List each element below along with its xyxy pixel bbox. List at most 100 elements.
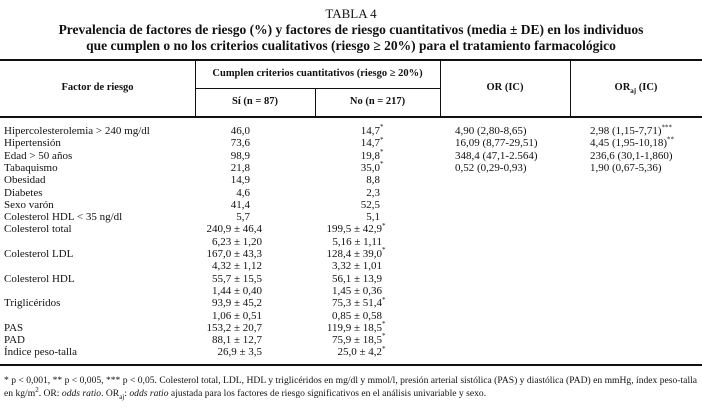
bottom-rule bbox=[0, 364, 702, 366]
cell-no: 128,4 ± 39,0* bbox=[326, 246, 386, 260]
footnote-text: . OR: bbox=[38, 388, 62, 399]
table-row: 4,32 ± 1,12 3,32 ± 1,01 bbox=[0, 260, 702, 272]
cell-no: 14,7* bbox=[360, 123, 384, 137]
cell-no: 14,7* bbox=[360, 135, 384, 150]
footnote-text: : bbox=[124, 388, 130, 399]
row-label: PAS bbox=[4, 321, 24, 334]
column-divider bbox=[315, 88, 316, 117]
header-oraj: ORaj (IC) bbox=[570, 82, 702, 95]
header-oraj-tail: (IC) bbox=[636, 82, 658, 93]
cell-si: 98,9 bbox=[230, 149, 250, 162]
row-label: Colesterol HDL < 35 ng/dl bbox=[4, 211, 123, 224]
row-label: Colesterol LDL bbox=[4, 248, 74, 260]
cell-oraj: 236,6 (30,1-1,860) bbox=[590, 149, 673, 162]
column-divider bbox=[570, 61, 571, 117]
table-row: PAD 88,1 ± 12,7 75,9 ± 18,5* bbox=[0, 332, 702, 347]
cell-no: 19,8* bbox=[360, 147, 384, 162]
cell-no: 0,85 ± 0,58 bbox=[331, 309, 382, 322]
footnote-italic: odds ratio bbox=[129, 388, 169, 399]
cell-or: 4,90 (2,80-8,65) bbox=[455, 125, 527, 137]
table-row: Colesterol HDL 55,7 ± 15,5 56,1 ± 13,9 bbox=[0, 273, 702, 285]
cell-no: 8,8 bbox=[366, 174, 380, 187]
header-group: Cumplen criterios cuantitativos (riesgo … bbox=[212, 68, 423, 79]
table-row: PAS 153,2 ± 20,7 119,9 ± 18,5* bbox=[0, 320, 702, 334]
cell-no: 3,32 ± 1,01 bbox=[331, 260, 382, 273]
table-row: 1,06 ± 0,51 0,85 ± 0,58 bbox=[0, 310, 702, 322]
cell-si: 73,6 bbox=[230, 137, 250, 150]
cell-or: 348,4 (47,1-2.564) bbox=[455, 149, 538, 162]
footnote-sup: 2 bbox=[35, 385, 39, 394]
cell-si: 55,7 ± 15,5 bbox=[211, 272, 262, 285]
footnote-text: ajustada para los factores de riesgo sig… bbox=[168, 388, 487, 399]
top-rule bbox=[0, 59, 702, 61]
cell-si: 1,06 ± 0,51 bbox=[211, 309, 262, 322]
cell-si: 5,7 bbox=[236, 211, 250, 224]
cell-no: 199,5 ± 42,9* bbox=[326, 221, 386, 236]
header-oraj-main: OR bbox=[614, 82, 631, 93]
cell-oraj: 2,98 (1,15-7,71)*** bbox=[590, 123, 672, 137]
footnote-sub: aj bbox=[119, 392, 125, 401]
cell-si: 1,44 ± 0,40 bbox=[211, 284, 262, 297]
cell-no: 5,1 bbox=[366, 211, 380, 224]
column-divider bbox=[195, 61, 196, 117]
cell-no: 1,45 ± 0,36 bbox=[331, 284, 382, 297]
header-bottom-rule bbox=[0, 116, 702, 118]
cell-or: 16,09 (8,77-29,51) bbox=[455, 137, 538, 150]
table-row: Diabetes 4,6 2,3 bbox=[0, 187, 702, 199]
row-label: Hipercolesterolemia > 240 mg/dl bbox=[4, 125, 150, 137]
cell-no: 75,9 ± 18,5* bbox=[331, 332, 386, 347]
table-row: Hipertensión 73,6 14,7* 16,09 (8,77-29,51) 4… bbox=[0, 135, 702, 150]
header-si: Sí (n = 87) bbox=[232, 96, 278, 107]
row-label: Sexo varón bbox=[4, 198, 54, 211]
cell-no: 75,3 ± 51,4* bbox=[331, 295, 386, 310]
cell-si: 240,9 ± 46,4 bbox=[206, 223, 262, 236]
row-label: Tabaquismo bbox=[4, 161, 58, 174]
cell-or: 0,52 (0,29-0,93) bbox=[455, 161, 527, 174]
table-row: Colesterol LDL 167,0 ± 43,3 128,4 ± 39,0* bbox=[0, 246, 702, 260]
row-label: Hipertensión bbox=[4, 137, 61, 150]
table-row: Colesterol HDL < 35 ng/dl 5,7 5,1 bbox=[0, 211, 702, 223]
table-row: Triglicéridos 93,9 ± 45,2 75,3 ± 51,4* bbox=[0, 295, 702, 310]
cell-no: 56,1 ± 13,9 bbox=[331, 272, 382, 285]
cell-si: 167,0 ± 43,3 bbox=[206, 248, 262, 260]
table-row: Colesterol total 240,9 ± 46,4 199,5 ± 42,9… bbox=[0, 221, 702, 236]
cell-si: 14,9 bbox=[230, 174, 250, 187]
table-row: Tabaquismo 21,8 35,0* 0,52 (0,29-0,93) 1,90 … bbox=[0, 160, 702, 174]
cell-no: 35,0* bbox=[360, 160, 384, 174]
row-label: Colesterol HDL bbox=[4, 272, 75, 285]
row-label: Obesidad bbox=[4, 174, 46, 187]
header-factor: Factor de riesgo bbox=[61, 82, 134, 93]
cell-no: 52,5 bbox=[360, 198, 380, 211]
table-title-line-1: Prevalencia de factores de riesgo (%) y … bbox=[58, 22, 644, 37]
cell-si: 88,1 ± 12,7 bbox=[211, 334, 262, 347]
row-label: Diabetes bbox=[4, 186, 43, 199]
cell-oraj: 4,45 (1,95-10,18)** bbox=[590, 135, 674, 150]
table-row: Índice peso-talla 26,9 ± 3,5 25,0 ± 4,2* bbox=[0, 344, 702, 359]
cell-si: 153,2 ± 20,7 bbox=[206, 321, 262, 334]
cell-no: 25,0 ± 4,2* bbox=[337, 344, 386, 359]
header-oraj-sub: aj bbox=[630, 87, 637, 96]
row-label: Edad > 50 años bbox=[4, 149, 73, 162]
table-title-line-2: que cumplen o no los criterios cualitati… bbox=[86, 38, 616, 53]
cell-si: 4,32 ± 1,12 bbox=[211, 260, 262, 273]
footnote: * p < 0,001, ** p < 0,005, *** p < 0,05.… bbox=[4, 374, 698, 404]
row-label: PAD bbox=[4, 334, 25, 347]
cell-si: 6,23 ± 1,20 bbox=[211, 235, 262, 248]
table-row: Hipercolesterolemia > 240 mg/dl 46,0 14,7*… bbox=[0, 123, 702, 137]
cell-no: 2,3 bbox=[366, 186, 380, 199]
cell-si: 46,0 bbox=[230, 125, 250, 137]
footnote-text: . OR bbox=[101, 388, 120, 399]
footnote-text: * p < 0,001, ** p < 0,005, *** p < 0,05.… bbox=[4, 375, 698, 399]
row-label: Índice peso-talla bbox=[4, 346, 77, 359]
row-label: Triglicéridos bbox=[4, 297, 61, 310]
group-header-rule bbox=[195, 88, 440, 89]
footnote-italic: odds ratio bbox=[61, 388, 102, 399]
table-row: 1,44 ± 0,40 1,45 ± 0,36 bbox=[0, 285, 702, 297]
cell-no: 119,9 ± 18,5* bbox=[326, 320, 386, 334]
table-row: Obesidad 14,9 8,8 bbox=[0, 174, 702, 186]
table-row: Edad > 50 años 98,9 19,8* 348,4 (47,1-2.564… bbox=[0, 147, 702, 162]
column-divider bbox=[440, 61, 441, 117]
header-or: OR (IC) bbox=[486, 82, 524, 93]
row-label: Colesterol total bbox=[4, 223, 72, 236]
